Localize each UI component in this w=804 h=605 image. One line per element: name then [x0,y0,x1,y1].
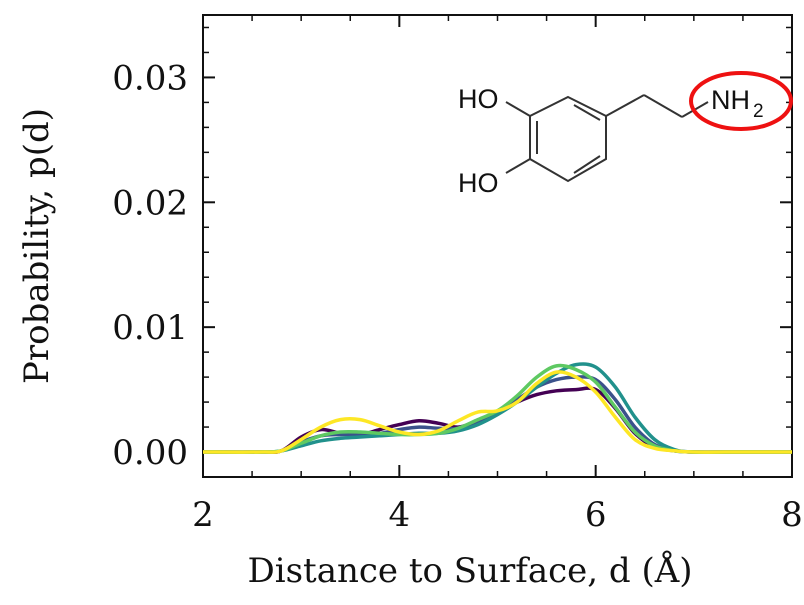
amine-label: NH [711,85,750,115]
x-tick-label: 4 [389,495,411,535]
y-axis-label: Probability, p(d) [17,108,57,384]
amine-subscript: 2 [753,101,764,122]
x-axis-label: Distance to Surface, d (Å) [247,550,692,591]
molecule-inset: HO HO NH 2 [458,71,793,198]
x-tick-label: 8 [781,495,803,535]
y-tick-label: 0.01 [112,308,188,348]
x-tick-label: 6 [585,495,607,535]
amine-highlight-circle [689,71,793,131]
hydroxyl-bottom-label: HO [458,168,499,198]
y-tick-label: 0.00 [112,433,188,473]
benzene-ring [529,95,607,183]
tick-labels: 2 4 6 8 0.00 0.01 0.02 0.03 [112,58,803,535]
series-line-5 [202,370,792,454]
y-tick-label: 0.02 [112,183,188,223]
hydroxyl-top-label: HO [458,84,499,114]
series-line-4 [202,363,792,454]
series-group [202,362,792,455]
x-tick-label: 2 [192,495,214,535]
series-line-3 [202,362,792,454]
y-tick-label: 0.03 [112,58,188,98]
series-line-1 [202,386,792,455]
